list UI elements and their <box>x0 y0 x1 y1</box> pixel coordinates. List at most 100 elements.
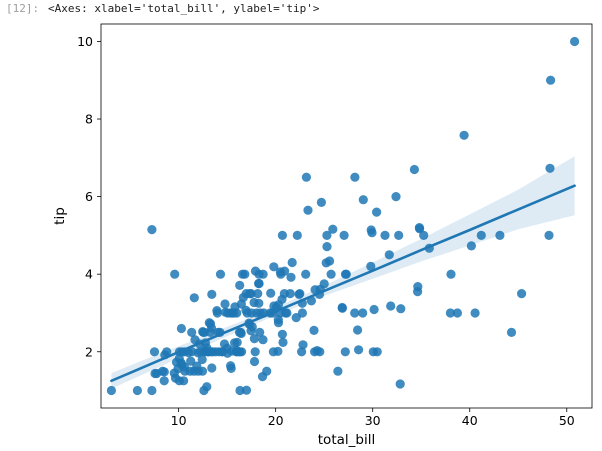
data-point <box>353 325 363 335</box>
data-point <box>232 308 242 318</box>
data-point <box>159 376 169 386</box>
data-point <box>207 363 217 373</box>
data-point <box>232 337 242 347</box>
data-point <box>315 347 325 357</box>
data-point <box>240 269 250 279</box>
data-point <box>258 335 268 345</box>
y-tick-label: 10 <box>77 34 93 49</box>
cell-output-text: <Axes: xlabel='total_bill', ylabel='tip'… <box>48 2 320 15</box>
data-point <box>170 269 180 279</box>
data-point <box>419 230 429 240</box>
data-point <box>466 241 476 251</box>
data-point <box>316 197 326 207</box>
data-point <box>278 337 288 347</box>
data-point <box>255 327 265 337</box>
data-point <box>262 366 272 376</box>
data-point <box>506 327 517 337</box>
data-point <box>326 269 336 279</box>
data-point <box>391 192 401 202</box>
data-point <box>147 385 157 396</box>
data-point <box>226 363 236 373</box>
data-point <box>396 304 406 314</box>
x-tick-label: 50 <box>559 413 575 428</box>
cell-prompt: [12]: <box>6 2 40 15</box>
data-point <box>570 36 580 47</box>
data-point <box>277 230 287 240</box>
data-point <box>287 257 297 268</box>
data-point <box>339 230 349 240</box>
data-point <box>207 289 217 299</box>
data-point <box>350 308 360 318</box>
data-point <box>254 278 264 289</box>
regression-line-layer <box>110 184 576 383</box>
data-point <box>470 308 480 318</box>
data-point <box>341 269 351 279</box>
data-point <box>266 288 276 298</box>
regression-line <box>110 184 576 383</box>
data-point <box>285 289 295 299</box>
x-axis-label: total_bill <box>318 432 375 448</box>
data-point <box>258 269 268 279</box>
data-point <box>367 228 377 238</box>
data-point <box>297 347 307 357</box>
data-point <box>237 347 247 357</box>
data-point <box>179 376 189 386</box>
data-point <box>372 207 382 217</box>
y-axis-label: tip <box>52 207 68 225</box>
data-point <box>350 172 360 182</box>
x-tick-label: 20 <box>268 413 284 428</box>
data-point <box>295 289 305 299</box>
data-point <box>176 323 186 334</box>
data-point <box>309 325 319 335</box>
data-point <box>386 301 396 311</box>
scatter-points-layer <box>106 36 580 396</box>
data-point <box>187 327 197 337</box>
data-point <box>162 347 172 357</box>
data-point <box>197 366 208 376</box>
data-point <box>325 256 335 266</box>
data-point <box>452 308 462 318</box>
x-tick-label: 30 <box>365 413 381 428</box>
ticks-layer: 10 20 30 40 50 2 4 6 8 10 <box>77 34 575 428</box>
data-point <box>517 289 527 299</box>
data-point <box>250 347 260 357</box>
data-point <box>358 195 368 205</box>
data-point <box>322 230 332 240</box>
data-point <box>202 382 212 392</box>
y-tick-label: 8 <box>85 112 93 127</box>
data-point <box>409 164 419 175</box>
data-point <box>220 299 230 309</box>
data-point <box>319 279 329 289</box>
data-point <box>459 130 469 140</box>
data-point <box>301 269 311 279</box>
data-point <box>249 334 259 344</box>
data-point <box>394 230 404 240</box>
data-point <box>297 308 307 318</box>
data-point <box>235 280 245 290</box>
data-point <box>354 345 364 355</box>
data-point <box>197 354 207 365</box>
data-point <box>358 308 368 318</box>
data-point <box>106 385 116 396</box>
data-point <box>333 366 343 376</box>
data-point <box>328 224 338 234</box>
data-point <box>236 328 246 339</box>
data-point <box>212 308 222 318</box>
data-point <box>301 172 311 182</box>
data-point <box>495 230 505 240</box>
data-point <box>249 356 260 367</box>
data-point <box>366 261 376 271</box>
data-point <box>241 385 252 395</box>
data-point <box>372 347 382 357</box>
data-point <box>147 225 157 235</box>
data-point <box>413 282 423 292</box>
x-tick-label: 10 <box>171 413 187 428</box>
data-point <box>235 385 245 396</box>
data-point <box>277 329 287 339</box>
data-point <box>206 323 217 333</box>
data-point <box>369 304 379 315</box>
data-point <box>395 379 405 389</box>
data-point <box>246 289 256 299</box>
data-point <box>380 230 390 240</box>
